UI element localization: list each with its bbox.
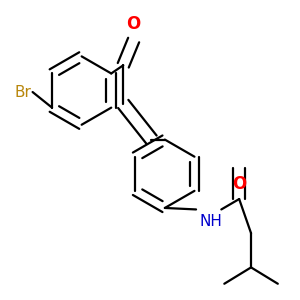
Text: NH: NH xyxy=(199,214,222,229)
Text: Br: Br xyxy=(15,85,32,100)
Text: O: O xyxy=(232,175,246,193)
Text: O: O xyxy=(127,15,141,33)
